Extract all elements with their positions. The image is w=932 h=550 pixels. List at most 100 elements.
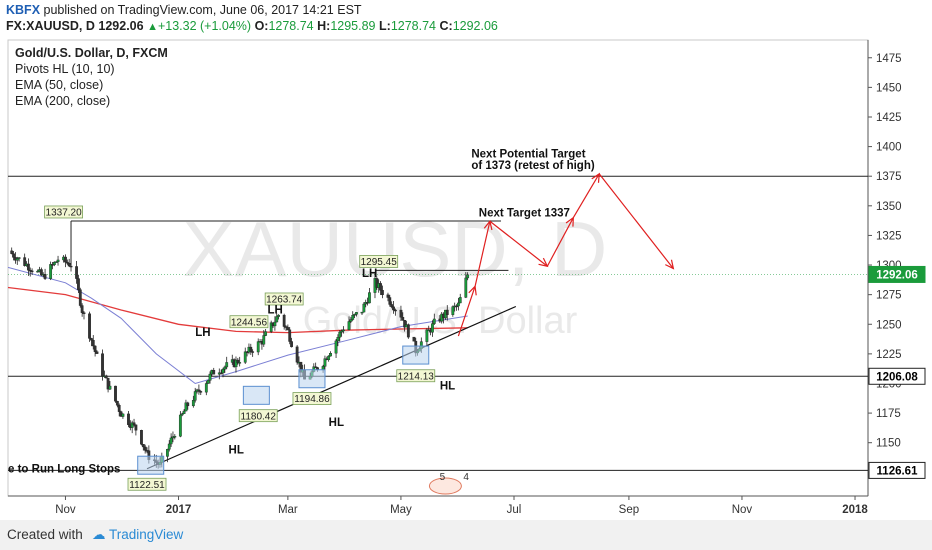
candle-body[interactable] [36, 270, 40, 273]
candle-body[interactable] [362, 303, 366, 313]
candle-body[interactable] [379, 283, 382, 291]
candle-body[interactable] [114, 385, 117, 402]
candle-body[interactable] [269, 322, 273, 332]
candle-body[interactable] [182, 410, 186, 414]
candle-body[interactable] [101, 353, 104, 377]
candle-body[interactable] [349, 319, 353, 322]
candle-body[interactable] [143, 446, 147, 451]
candle-body[interactable] [464, 277, 468, 298]
candle-body[interactable] [93, 345, 97, 352]
candle-body[interactable] [403, 320, 407, 328]
symbol-label[interactable]: FX:XAUUSD, D [6, 19, 95, 33]
candle-body[interactable] [49, 264, 53, 279]
candle-body[interactable] [15, 258, 19, 261]
projection-segment[interactable] [546, 217, 574, 267]
candle-body[interactable] [466, 274, 470, 279]
candle-body[interactable] [234, 359, 238, 368]
brand-name[interactable]: KBFX [6, 3, 41, 17]
candle-body[interactable] [223, 366, 227, 370]
candle-body[interactable] [347, 321, 351, 330]
candle-body[interactable] [277, 314, 281, 317]
projection-segment[interactable] [474, 221, 491, 287]
legend-pivots[interactable]: Pivots HL (10, 10) [15, 62, 115, 76]
projection-segment[interactable] [489, 220, 548, 267]
candle-body[interactable] [82, 312, 86, 314]
candle-body[interactable] [23, 257, 27, 266]
candle-body[interactable] [104, 375, 108, 379]
candle-body[interactable] [380, 290, 384, 296]
candle-body[interactable] [173, 436, 177, 438]
candle-body[interactable] [67, 263, 71, 267]
candle-body[interactable] [386, 294, 390, 298]
event-marker-icon[interactable] [428, 477, 462, 495]
candle-body[interactable] [284, 326, 288, 328]
candle-body[interactable] [256, 341, 260, 353]
candle-body[interactable] [193, 391, 197, 401]
candle-body[interactable] [353, 314, 356, 316]
candle-body[interactable] [167, 443, 171, 450]
candle-body[interactable] [219, 372, 223, 374]
candle-body[interactable] [295, 346, 299, 363]
candle-body[interactable] [204, 383, 208, 393]
pivot-low-box[interactable] [242, 385, 270, 405]
candle-body[interactable] [108, 385, 112, 390]
candle-body[interactable] [251, 351, 255, 353]
candle-body[interactable] [388, 297, 392, 305]
candle-body[interactable] [106, 377, 110, 390]
candle-body[interactable] [329, 352, 332, 357]
candle-body[interactable] [165, 448, 169, 457]
candle-body[interactable] [90, 338, 93, 341]
candle-body[interactable] [69, 265, 73, 268]
candle-body[interactable] [197, 389, 201, 392]
candle-body[interactable] [455, 305, 458, 308]
candle-body[interactable] [30, 270, 34, 273]
candle-body[interactable] [323, 358, 327, 367]
candle-body[interactable] [75, 266, 78, 279]
candle-body[interactable] [65, 261, 69, 264]
candle-body[interactable] [184, 402, 188, 412]
candle-body[interactable] [342, 329, 345, 332]
candle-body[interactable] [338, 331, 342, 338]
candle-body[interactable] [64, 256, 67, 263]
candle-body[interactable] [425, 329, 429, 342]
candle-body[interactable] [406, 324, 410, 338]
candle-body[interactable] [221, 368, 225, 374]
pivot-low-box[interactable] [402, 345, 430, 365]
candle-body[interactable] [43, 274, 47, 279]
support-trendline[interactable] [146, 305, 517, 470]
candle-body[interactable] [412, 336, 416, 342]
candle-body[interactable] [327, 355, 331, 360]
candle-body[interactable] [288, 329, 292, 342]
candle-body[interactable] [91, 340, 95, 347]
candle-body[interactable] [95, 351, 99, 354]
candle-body[interactable] [290, 341, 293, 348]
pivot-low-box[interactable] [137, 455, 165, 475]
candle-body[interactable] [180, 413, 184, 416]
candle-body[interactable] [134, 424, 138, 431]
tradingview-logo[interactable]: ☁ TradingView [92, 527, 183, 543]
candle-body[interactable] [375, 278, 379, 288]
candle-body[interactable] [39, 269, 43, 276]
candle-body[interactable] [191, 400, 195, 407]
candle-body[interactable] [88, 313, 91, 339]
price-chart[interactable]: XAUUSD, D Gold/U.S. Dollar 1337.20 1295.4… [0, 0, 932, 520]
candle-body[interactable] [445, 309, 449, 315]
candle-body[interactable] [393, 309, 397, 312]
candle-body[interactable] [360, 311, 364, 314]
candle-body[interactable] [52, 261, 56, 266]
legend-ema200[interactable]: EMA (200, close) [15, 94, 110, 108]
candle-body[interactable] [206, 380, 210, 384]
candle-body[interactable] [212, 370, 216, 375]
candle-body[interactable] [456, 302, 460, 307]
candle-body[interactable] [54, 261, 58, 264]
pivot-low-box[interactable] [298, 369, 326, 389]
candle-body[interactable] [121, 413, 125, 417]
candle-body[interactable] [314, 366, 318, 368]
candle-body[interactable] [368, 292, 371, 304]
candle-body[interactable] [186, 402, 190, 407]
candle-body[interactable] [340, 330, 344, 333]
candle-body[interactable] [169, 437, 173, 445]
candle-body[interactable] [225, 362, 229, 368]
candle-body[interactable] [249, 346, 253, 352]
candle-body[interactable] [399, 309, 403, 318]
